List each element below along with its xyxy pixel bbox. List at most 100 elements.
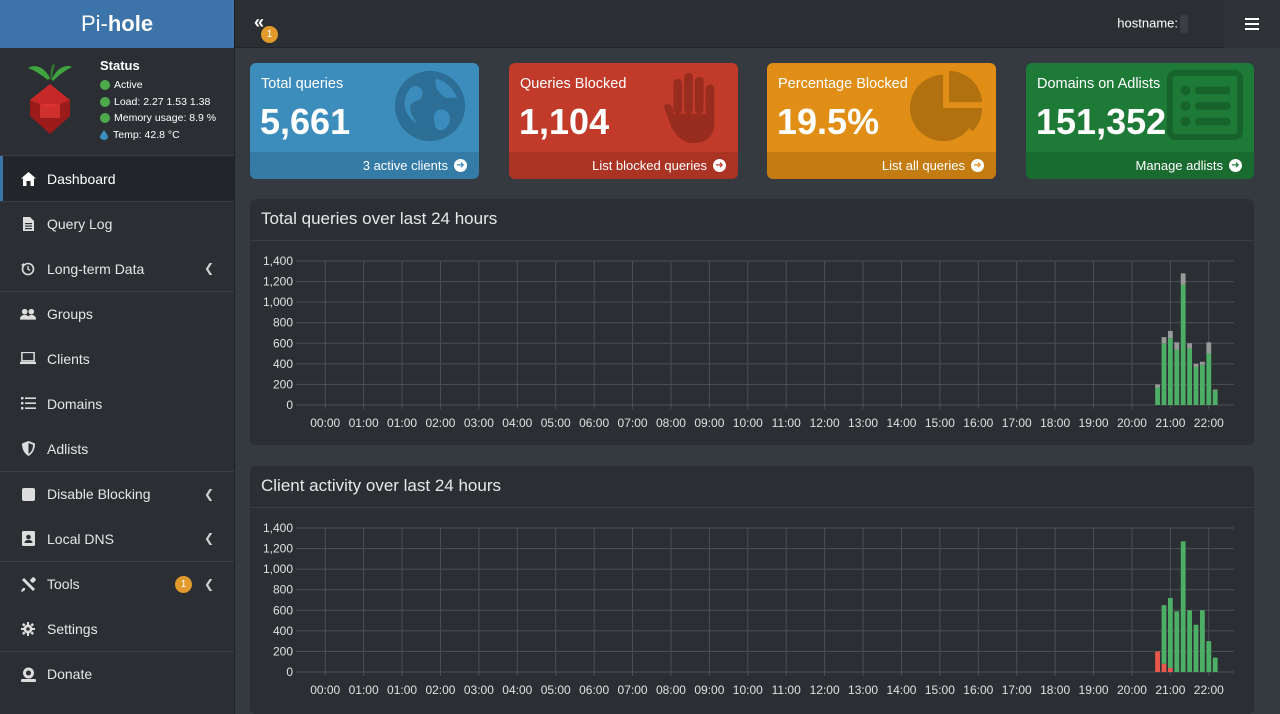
status-memory: Memory usage: 8.9 %: [100, 110, 216, 127]
bar-blocked[interactable]: [1187, 343, 1192, 349]
bar-client-b[interactable]: [1187, 610, 1192, 672]
file-icon: [20, 216, 36, 232]
bar-client-b[interactable]: [1206, 641, 1212, 672]
x-tick-label: 04:00: [502, 683, 532, 697]
bar-blocked[interactable]: [1199, 361, 1205, 365]
gear-icon: [20, 621, 36, 637]
chevron-left-icon: ❮: [203, 487, 214, 501]
bar-permitted[interactable]: [1155, 387, 1160, 405]
sidebar-item-label: Clients: [47, 350, 90, 367]
bar-client-a[interactable]: [1155, 651, 1160, 672]
x-tick-label: 09:00: [694, 416, 724, 430]
bar-permitted[interactable]: [1199, 364, 1205, 405]
sidebar-item-long-term-data[interactable]: Long-term Data ❮: [0, 246, 234, 291]
sidebar-item-dashboard[interactable]: Dashboard: [0, 156, 234, 201]
y-tick-label: 1,200: [263, 275, 293, 289]
brand-bold: hole: [107, 11, 154, 36]
bar-blocked[interactable]: [1174, 342, 1180, 350]
queries-over-time-chart[interactable]: 1,400 1,200 1,000 800 600 400 200 0 00:00 01:00 01…: [250, 241, 1254, 445]
menu-button[interactable]: [1224, 0, 1280, 48]
bar-permitted[interactable]: [1180, 284, 1186, 405]
y-tick-label: 1,400: [263, 521, 293, 535]
bar-blocked[interactable]: [1161, 337, 1167, 344]
hamburger-icon: [1245, 18, 1259, 30]
active-clients-link[interactable]: 3 active clients ➜: [250, 152, 479, 179]
sidebar-item-domains[interactable]: Domains: [0, 381, 234, 426]
all-queries-link[interactable]: List all queries ➜: [767, 152, 996, 179]
x-tick-label: 18:00: [1040, 416, 1070, 430]
sidebar-item-disable-blocking[interactable]: Disable Blocking ❮: [0, 471, 234, 516]
pihole-logo-icon: [22, 58, 78, 144]
bar-permitted[interactable]: [1161, 343, 1167, 405]
manage-adlists-link[interactable]: Manage adlists ➜: [1026, 152, 1254, 179]
stat-value: 151,352: [1036, 101, 1167, 142]
sidebar-item-donate[interactable]: Donate: [0, 651, 234, 696]
bar-permitted[interactable]: [1167, 338, 1173, 405]
list-alt-icon: [1166, 69, 1244, 141]
x-tick-label: 16:00: [963, 416, 993, 430]
bar-client-a[interactable]: [1161, 663, 1167, 672]
queries-chart-panel: Total queries over last 24 hours 1,400 1,…: [250, 199, 1254, 445]
x-tick-label: 19:00: [1079, 683, 1109, 697]
bar-client-b[interactable]: [1174, 611, 1180, 672]
sidebar-item-adlists[interactable]: Adlists: [0, 426, 234, 471]
sidebar-item-local-dns[interactable]: Local DNS ❮: [0, 516, 234, 561]
bar-blocked[interactable]: [1212, 389, 1218, 391]
bar-permitted[interactable]: [1174, 349, 1180, 405]
bar-client-b[interactable]: [1167, 597, 1173, 668]
globe-icon: [394, 70, 466, 142]
x-tick-label: 21:00: [1155, 416, 1185, 430]
x-tick-label: 08:00: [656, 683, 686, 697]
status-load: Load: 2.27 1.53 1.38: [100, 94, 216, 111]
tools-icon: [20, 576, 36, 592]
bar-blocked[interactable]: [1193, 363, 1199, 367]
list-icon: [20, 396, 36, 412]
bar-client-b[interactable]: [1161, 605, 1167, 664]
pie-chart-icon: [909, 70, 983, 142]
bar-client-b[interactable]: [1180, 541, 1186, 672]
stat-value: 5,661: [260, 101, 351, 142]
status-dot-icon: [100, 80, 110, 91]
stat-title: Queries Blocked: [520, 76, 627, 92]
bar-permitted[interactable]: [1206, 353, 1212, 405]
blocked-queries-link[interactable]: List blocked queries ➜: [509, 152, 738, 179]
stat-title: Domains on Adlists: [1037, 76, 1161, 92]
stat-domains-on-adlists: Domains on Adlists 151,352 Manage adlist…: [1026, 63, 1254, 179]
x-tick-label: 20:00: [1117, 683, 1147, 697]
y-tick-label: 0: [286, 665, 293, 679]
sidebar-item-settings[interactable]: Settings: [0, 606, 234, 651]
x-tick-label: 18:00: [1040, 683, 1070, 697]
y-tick-label: 200: [273, 644, 293, 658]
status-panel: Status Active Load: 2.27 1.53 1.38 Memor…: [0, 48, 234, 156]
arrow-circle-right-icon: ➜: [971, 159, 984, 172]
bar-client-b[interactable]: [1199, 610, 1205, 672]
bar-permitted[interactable]: [1187, 348, 1192, 405]
thermometer-drop-icon: [100, 129, 108, 140]
bar-client-a[interactable]: [1167, 667, 1173, 672]
sidebar-item-label: Query Log: [47, 216, 113, 232]
client-activity-chart[interactable]: 1,400 1,200 1,000 800 600 400 200 0 00:00 01:00 01…: [250, 508, 1254, 714]
notification-badge[interactable]: 1: [261, 26, 278, 43]
brand-logo-text[interactable]: Pi-hole: [0, 0, 234, 48]
arrow-circle-right-icon: ➜: [1229, 159, 1242, 172]
sidebar-toggle-button[interactable]: «: [254, 12, 265, 32]
bar-permitted[interactable]: [1212, 390, 1218, 405]
sidebar-item-tools[interactable]: Tools 1 ❮: [0, 561, 234, 606]
bar-blocked[interactable]: [1206, 342, 1212, 354]
sidebar-nav: Dashboard Query Log Long-term Data ❮ Gro…: [0, 156, 234, 696]
x-tick-label: 09:00: [694, 683, 724, 697]
sidebar-item-label: Long-term Data: [47, 260, 145, 277]
bar-blocked[interactable]: [1155, 384, 1160, 388]
bar-permitted[interactable]: [1193, 366, 1199, 405]
users-icon: [20, 306, 36, 322]
stat-total-queries: Total queries 5,661 3 active clients ➜: [250, 63, 479, 179]
bar-client-b[interactable]: [1193, 624, 1199, 672]
sidebar-item-groups[interactable]: Groups: [0, 291, 234, 336]
brand-prefix: Pi-: [80, 11, 108, 36]
bar-blocked[interactable]: [1167, 330, 1173, 339]
bar-blocked[interactable]: [1180, 273, 1186, 285]
bar-client-b[interactable]: [1212, 657, 1218, 672]
sidebar-item-clients[interactable]: Clients: [0, 336, 234, 381]
stat-footer-text: 3 active clients: [362, 158, 448, 173]
sidebar-item-query-log[interactable]: Query Log: [0, 201, 234, 246]
